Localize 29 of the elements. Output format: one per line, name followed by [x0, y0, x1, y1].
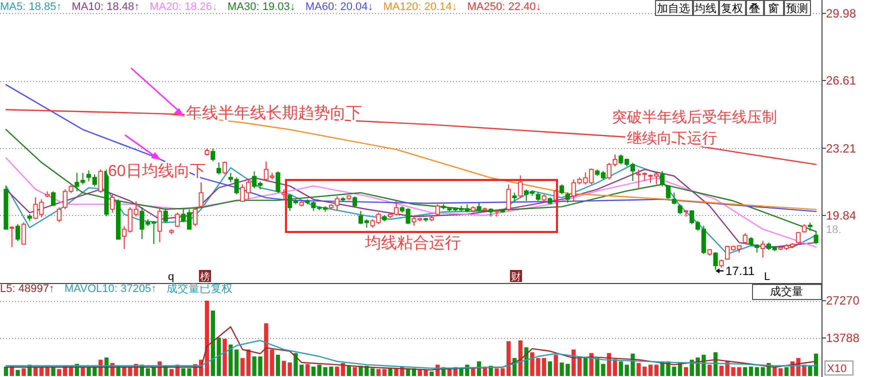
y-tick-label: 26.61	[826, 74, 856, 88]
legend: L5: 48997↑	[0, 283, 54, 295]
legend: MA30: 19.03↓	[228, 1, 296, 13]
text: X10	[827, 363, 847, 375]
y-tick-label: 29.98	[826, 6, 856, 20]
annotation: 均线粘合运行	[364, 234, 461, 252]
annotation: 复权	[721, 3, 743, 15]
text: 18.	[826, 224, 842, 236]
annotation: 17.11	[726, 264, 755, 278]
annotation: 加自选	[657, 2, 690, 15]
y-tick-label: 27270	[826, 294, 860, 308]
y-tick-label: 13788	[826, 330, 860, 345]
legend: MA5: 18.85↑	[0, 1, 62, 13]
legend: MA250: 22.40↓	[467, 1, 542, 13]
legend: MA20: 18.26↓	[150, 1, 218, 13]
annotation: 窗	[768, 2, 779, 15]
annotation: 成交量已复权	[166, 282, 233, 295]
legend: MA120: 20.14↓	[383, 1, 458, 13]
annotation: 成交量	[770, 285, 803, 298]
legend: MAVOL10: 37205↑	[64, 283, 157, 295]
legend: MA60: 20.04↓	[305, 1, 374, 13]
annotation: L	[764, 271, 770, 283]
legend: MA10: 18.48↑	[72, 1, 140, 13]
y-tick-label: 19.84	[826, 208, 856, 222]
annotation: 预测	[786, 3, 808, 15]
annotation: q	[168, 271, 174, 283]
y-tick-label: 23.21	[826, 141, 856, 156]
annotation: 叠	[749, 3, 760, 15]
annotation: 突破半年线后受年线压制	[612, 109, 777, 126]
